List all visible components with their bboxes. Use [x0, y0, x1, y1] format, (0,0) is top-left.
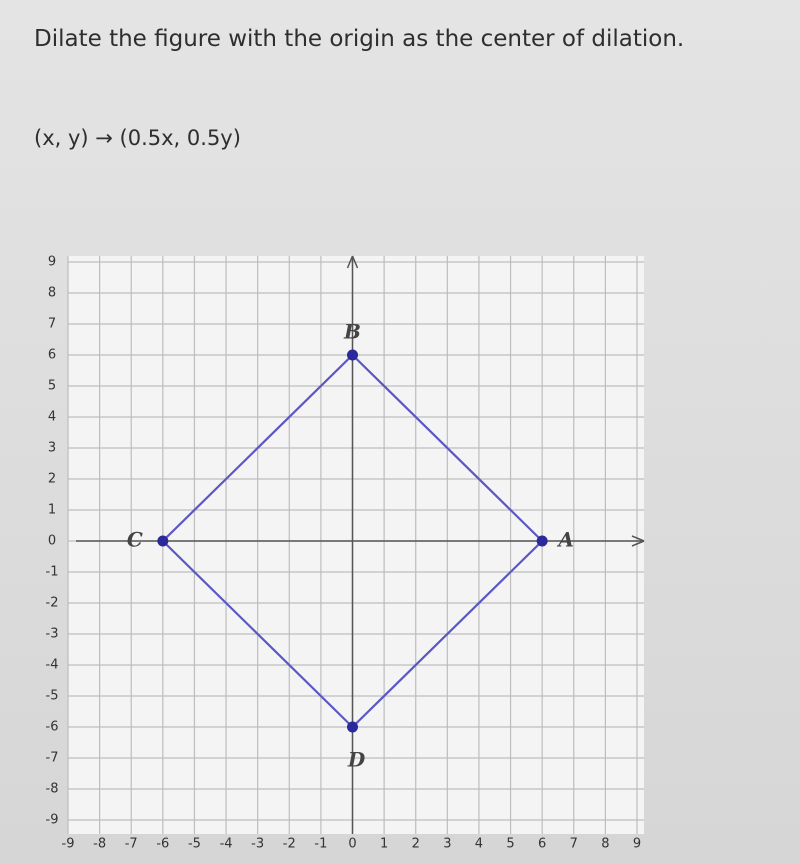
- y-tick-label: -3: [46, 627, 59, 642]
- x-tick-label: -9: [62, 837, 75, 852]
- y-tick-label: 0: [48, 534, 56, 549]
- y-tick-label: -8: [46, 782, 59, 797]
- y-tick-label: 6: [48, 348, 56, 363]
- y-tick-label: 1: [48, 503, 56, 518]
- vertex-point: [347, 721, 358, 733]
- question-title: Dilate the figure with the origin as the…: [34, 26, 685, 52]
- y-tick-label: -9: [46, 813, 59, 828]
- x-tick-label: 6: [538, 837, 546, 852]
- x-tick-label: 0: [348, 837, 356, 852]
- vertex-label: D: [347, 748, 366, 772]
- y-tick-label: 5: [48, 379, 56, 394]
- x-axis-arrow: [631, 535, 645, 547]
- y-tick-label: 4: [48, 410, 56, 425]
- y-tick-label: -7: [46, 751, 59, 766]
- x-tick-label: -6: [156, 837, 169, 852]
- x-tick-label: -2: [283, 837, 296, 852]
- x-tick-label: 4: [475, 837, 483, 852]
- x-tick-label: 1: [380, 837, 388, 852]
- y-tick-label: -2: [46, 596, 59, 611]
- y-tick-label: -1: [46, 565, 59, 580]
- x-tick-label: -3: [251, 837, 264, 852]
- y-tick-label: 8: [48, 286, 56, 301]
- vertex-point: [347, 349, 358, 361]
- y-tick-label: -4: [46, 658, 59, 673]
- vertex-point: [157, 535, 169, 547]
- vertex-point: [536, 535, 548, 547]
- x-tick-label: 9: [633, 837, 641, 852]
- x-tick-label: 5: [506, 837, 514, 852]
- x-tick-label: -5: [188, 837, 201, 852]
- vertex-label: B: [343, 320, 361, 344]
- x-tick-label: 3: [443, 837, 451, 852]
- x-tick-label: -8: [93, 837, 106, 852]
- y-tick-label: 7: [48, 317, 56, 332]
- y-tick-label: 9: [48, 255, 56, 270]
- y-tick-label: 2: [48, 472, 56, 487]
- x-tick-label: 8: [601, 837, 609, 852]
- y-tick-label: -6: [46, 720, 59, 735]
- x-tick-label: -7: [125, 837, 138, 852]
- x-tick-label: -4: [220, 837, 233, 852]
- y-tick-label: 3: [48, 441, 56, 456]
- dilation-rule: (x, y) → (0.5x, 0.5y): [34, 126, 241, 150]
- y-tick-label: -5: [46, 689, 59, 704]
- x-tick-label: 7: [570, 837, 578, 852]
- y-axis-arrow: [346, 255, 359, 269]
- vertex-label: C: [127, 528, 143, 552]
- vertex-label: A: [556, 528, 574, 552]
- x-tick-label: -1: [314, 837, 327, 852]
- x-tick-label: 2: [412, 837, 420, 852]
